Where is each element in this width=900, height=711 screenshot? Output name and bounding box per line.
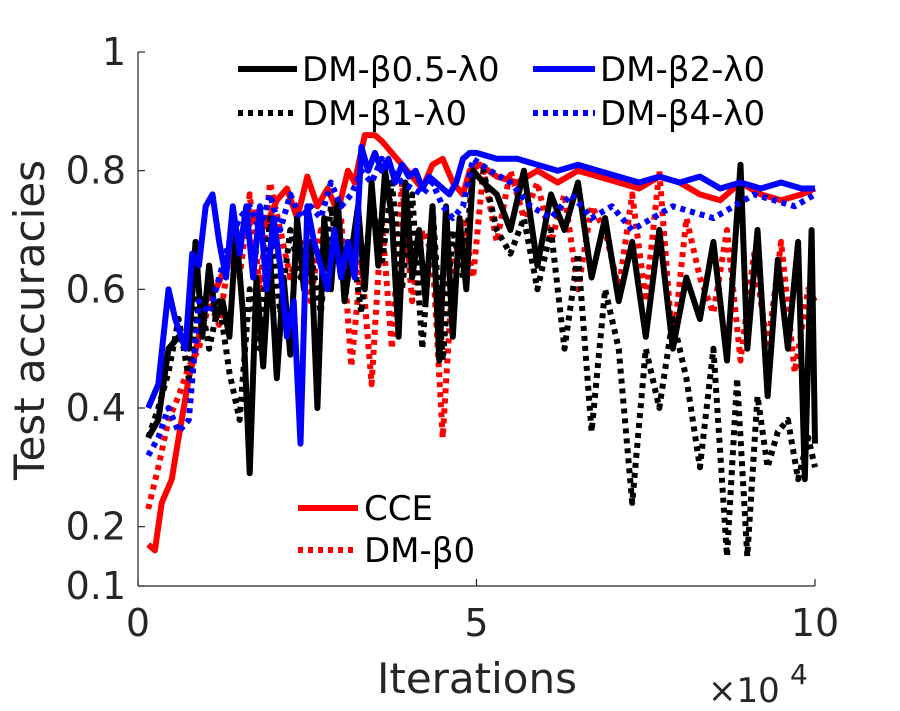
- x-axis-title: Iterations: [377, 654, 577, 703]
- series-line-dm-4-0: [145, 155, 817, 457]
- x-exponent-power: 4: [790, 658, 808, 691]
- x-exponent: ×10 4: [708, 658, 808, 711]
- legend-label-dm-b2: DM-β2-λ0: [600, 50, 765, 90]
- legend-label-dm-b0: DM-β0: [364, 531, 475, 571]
- legend-label-dm-b1: DM-β1-λ0: [302, 94, 467, 134]
- y-axis-title: Test accuracies: [5, 160, 54, 481]
- legend-label-dm-b4: DM-β4-λ0: [600, 94, 765, 134]
- ticks: [137, 51, 816, 587]
- y-tick-label: 0.4: [66, 386, 126, 430]
- legend-label-cce: CCE: [364, 489, 433, 529]
- y-tick-label: 0.8: [66, 149, 126, 193]
- legend-label-dm-b05: DM-β0.5-λ0: [302, 50, 500, 90]
- y-tick-label: 0.2: [66, 505, 126, 549]
- series-layer: [145, 132, 818, 560]
- x-tick-label: 5: [464, 601, 488, 645]
- legend: DM-β0.5-λ0 DM-β2-λ0 DM-β1-λ0 DM-β4-λ0 CC…: [238, 50, 765, 571]
- y-tick-label: 1: [102, 30, 126, 74]
- series-line-dm-2-0: [145, 143, 815, 447]
- x-tick-label: 10: [791, 601, 839, 645]
- y-tick-label: 0.6: [66, 267, 126, 311]
- y-tick-label: 0.1: [66, 564, 126, 608]
- x-tick-label: 0: [126, 601, 150, 645]
- tick-labels: 0.10.20.40.60.810 5 10: [66, 30, 840, 645]
- series-line-dm-1-0: [145, 167, 818, 560]
- x-exponent-base: ×10: [708, 671, 780, 711]
